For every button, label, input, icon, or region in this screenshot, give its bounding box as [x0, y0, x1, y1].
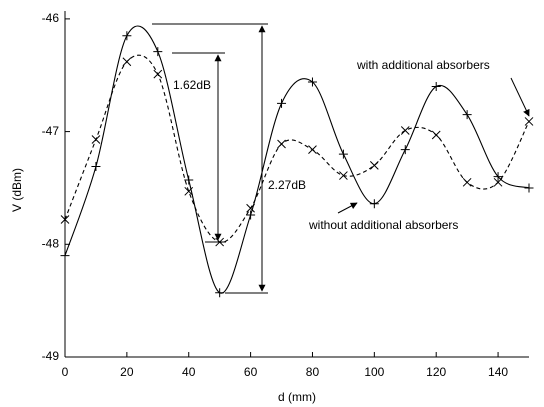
x-tick-label: 80 [306, 365, 320, 379]
data-point [122, 57, 132, 67]
annotation: 1.62dB [173, 78, 211, 92]
data-point [60, 251, 70, 261]
y-axis-label: V (dBm) [10, 168, 24, 212]
y-tick-label: -46 [42, 11, 60, 25]
data-point [369, 199, 379, 209]
data-point [153, 47, 163, 57]
series-line [64, 54, 530, 243]
data-point [277, 139, 286, 149]
data-point [215, 288, 225, 298]
x-axis-label: d (mm) [278, 390, 316, 404]
y-tick-label: -47 [42, 124, 60, 138]
data-point [462, 177, 472, 187]
data-point [338, 149, 348, 159]
x-tick-label: 140 [488, 365, 508, 379]
data-point [339, 171, 348, 180]
data-point [524, 117, 534, 126]
data-point [91, 162, 101, 172]
data-point [524, 183, 534, 193]
data-point [431, 130, 441, 140]
data-point [122, 31, 132, 41]
data-point [308, 145, 317, 154]
data-point [184, 186, 194, 196]
y-tick-label: -48 [42, 236, 60, 250]
data-point [369, 161, 379, 170]
series-label: with additional absorbers [356, 58, 490, 72]
pointer-arrow [337, 202, 358, 214]
x-tick-label: 60 [244, 365, 258, 379]
series-label: without additional absorbers [308, 218, 458, 232]
data-point [246, 210, 256, 220]
x-tick-label: 20 [120, 365, 134, 379]
pointer-arrow [510, 77, 530, 117]
data-point [60, 215, 70, 224]
data-point [431, 82, 441, 92]
data-point [400, 145, 410, 155]
data-point [246, 203, 255, 213]
x-tick-label: 0 [62, 365, 69, 379]
data-point [493, 177, 503, 187]
data-point [153, 69, 163, 79]
data-point [307, 77, 317, 87]
data-point [184, 175, 194, 185]
y-tick-label: -49 [42, 349, 60, 363]
data-point [462, 110, 472, 120]
series-line [64, 25, 530, 294]
data-point [493, 172, 503, 182]
data-point [400, 126, 410, 135]
data-point [277, 98, 287, 108]
data-point [215, 237, 225, 247]
annotation: 2.27dB [268, 178, 306, 192]
x-tick-label: 40 [182, 365, 196, 379]
x-tick-label: 100 [364, 365, 384, 379]
x-tick-label: 120 [426, 365, 446, 379]
data-point [91, 135, 101, 144]
